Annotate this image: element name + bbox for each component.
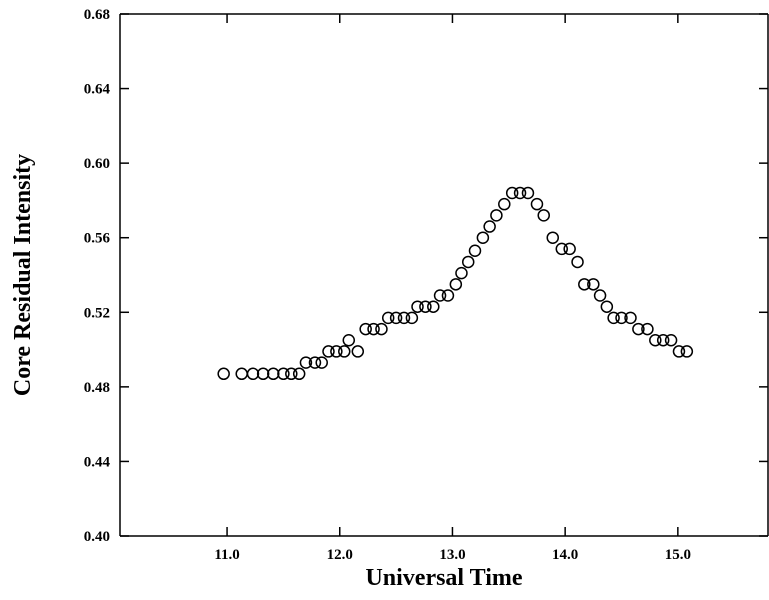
frame <box>119 13 769 537</box>
point <box>624 311 637 325</box>
point <box>338 345 351 358</box>
point <box>217 367 230 381</box>
point <box>405 311 419 325</box>
point <box>607 311 620 325</box>
y-tick-label: 0.48 <box>84 380 110 396</box>
point <box>449 278 463 291</box>
point <box>632 322 645 336</box>
point <box>578 278 591 291</box>
x-tick-label: 13.0 <box>439 547 465 563</box>
point <box>563 242 576 256</box>
point <box>267 367 280 381</box>
point <box>359 322 372 336</box>
point <box>461 255 475 269</box>
point <box>285 367 298 381</box>
y-tick-label: 0.68 <box>84 7 110 23</box>
point <box>381 311 395 325</box>
point <box>419 300 432 313</box>
point <box>246 367 260 381</box>
point <box>537 209 550 222</box>
point <box>468 244 482 258</box>
y-axis-title: Core Residual Intensity <box>10 154 36 396</box>
point <box>615 311 628 325</box>
point <box>587 278 600 291</box>
point <box>600 300 614 313</box>
point <box>256 367 270 381</box>
point <box>292 367 306 381</box>
point <box>476 231 490 244</box>
point <box>680 345 694 358</box>
point <box>641 322 654 336</box>
point <box>299 356 313 369</box>
y-tick-label: 0.52 <box>84 305 110 321</box>
point <box>441 289 455 302</box>
y-tick-label: 0.40 <box>84 529 110 545</box>
point <box>571 255 584 269</box>
point <box>315 356 328 369</box>
point <box>530 197 544 211</box>
point <box>521 186 535 200</box>
point <box>455 266 468 280</box>
point <box>235 367 248 381</box>
point <box>351 345 365 358</box>
point <box>277 367 290 381</box>
point <box>411 300 424 313</box>
point <box>649 334 662 347</box>
x-tick-label: 11.0 <box>214 547 239 563</box>
point <box>433 289 447 302</box>
point <box>664 334 678 347</box>
y-tick-label: 0.64 <box>84 82 111 98</box>
point <box>593 289 607 302</box>
point <box>546 231 560 244</box>
point <box>397 311 411 325</box>
point <box>505 186 519 200</box>
point <box>498 197 511 211</box>
point <box>427 300 440 313</box>
y-tick-label: 0.44 <box>84 454 111 470</box>
point <box>513 186 527 200</box>
x-tick-label: 12.0 <box>327 547 353 563</box>
y-tick-label: 0.60 <box>84 156 110 172</box>
point <box>330 345 343 358</box>
point <box>656 334 670 347</box>
point <box>672 345 686 358</box>
point <box>322 345 335 358</box>
x-tick-label: 15.0 <box>665 547 691 563</box>
point <box>308 356 322 369</box>
point <box>389 311 403 325</box>
point <box>375 322 388 336</box>
point <box>483 220 496 233</box>
point <box>367 322 380 336</box>
point <box>342 334 356 347</box>
x-axis-title: Universal Time <box>365 565 522 591</box>
y-tick-label: 0.56 <box>84 231 111 247</box>
point <box>555 242 569 256</box>
point <box>490 209 503 222</box>
x-tick-label: 14.0 <box>552 547 578 563</box>
